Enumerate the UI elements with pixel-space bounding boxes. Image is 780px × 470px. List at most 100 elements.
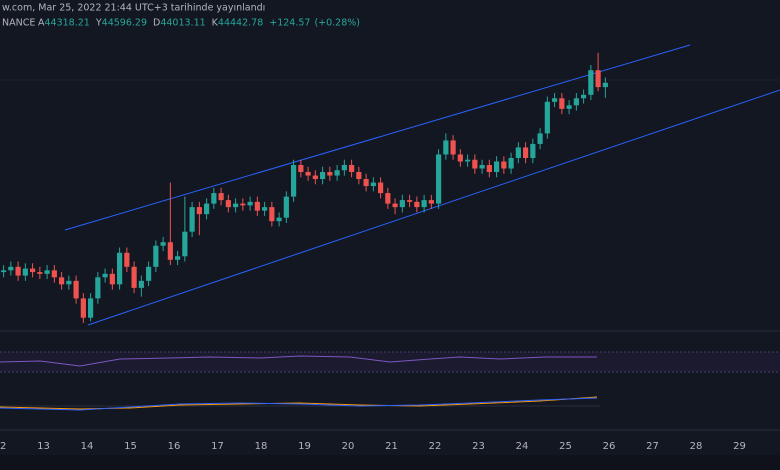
candle-body: [283, 196, 289, 218]
candle-body: [153, 245, 159, 267]
x-tick-label: 18: [255, 441, 268, 452]
candle-body: [515, 147, 521, 158]
candle-body: [73, 280, 79, 299]
candle-body: [124, 252, 130, 267]
candle-body: [508, 157, 514, 169]
candle-body: [537, 133, 543, 144]
ohlc-label: D: [153, 18, 160, 29]
candle-body: [472, 159, 478, 169]
candle-body: [486, 165, 492, 173]
exchange: NANCE: [2, 18, 35, 29]
candle-body: [573, 98, 579, 106]
rsi-line: [0, 355, 597, 367]
candle-body: [602, 82, 608, 88]
candle-body: [204, 203, 210, 215]
change-pct: (+0.28%): [314, 18, 360, 29]
candle-body: [80, 298, 86, 318]
candle-body: [138, 280, 144, 288]
candle-body: [262, 207, 268, 211]
candle-body: [182, 231, 188, 257]
candle-body: [1, 270, 7, 273]
candle-body: [8, 266, 14, 271]
ohlc-value: 44318.21: [45, 18, 90, 29]
candle-body: [392, 203, 398, 208]
footer: [0, 455, 780, 470]
candle-body: [189, 207, 195, 232]
x-tick-label: 29: [733, 441, 746, 452]
candle-body: [341, 165, 347, 171]
candle-body: [15, 266, 21, 276]
candle-body: [450, 140, 456, 155]
x-tick-label: 14: [81, 441, 94, 452]
candle-body: [559, 98, 565, 109]
candle-body: [334, 170, 340, 176]
candle-body: [254, 201, 260, 211]
candle-body: [22, 268, 28, 276]
candle-body: [66, 280, 72, 285]
candle-body: [407, 200, 413, 202]
ohlc-label: A: [38, 18, 45, 29]
x-tick-label: 23: [472, 441, 485, 452]
ohlc-value: 44013.11: [160, 18, 205, 29]
x-tick-label: 25: [559, 441, 572, 452]
candle-body: [421, 200, 427, 208]
candle-body: [414, 201, 420, 208]
candle-body: [131, 266, 137, 288]
candle-body: [552, 98, 558, 102]
candle-body: [588, 70, 594, 95]
candle-body: [95, 277, 101, 299]
ohlc-label: Y: [95, 18, 102, 29]
candle-body: [530, 143, 536, 158]
candle-body: [305, 172, 311, 176]
candle-body: [465, 159, 471, 162]
candle-body: [399, 200, 405, 208]
candle-body: [233, 203, 239, 208]
candle-body: [175, 256, 181, 260]
candle-body: [196, 207, 202, 215]
candle-body: [218, 193, 224, 201]
candle-body: [363, 179, 369, 187]
candle-body: [59, 277, 65, 285]
candle-body: [385, 193, 391, 204]
x-tick-label: 24: [516, 441, 529, 452]
x-tick-label: 19: [298, 441, 311, 452]
candle-body: [211, 193, 217, 204]
candle-body: [523, 147, 529, 158]
candle-body: [298, 165, 304, 173]
candle-body: [378, 182, 384, 194]
channel-lower: [87, 89, 780, 326]
x-tick-label: 22: [429, 441, 442, 452]
ohlc-label: K: [212, 18, 219, 29]
candle-body: [501, 161, 507, 169]
candle-body: [30, 268, 36, 273]
candle-body: [37, 272, 43, 274]
x-tick-label: 20: [342, 441, 355, 452]
candle-body: [117, 252, 123, 285]
candle-body: [320, 172, 326, 180]
candle-body: [109, 273, 115, 285]
x-tick-label: 12: [0, 441, 6, 452]
candle-body: [102, 273, 108, 278]
x-tick-label: 13: [37, 441, 50, 452]
candle-body: [167, 242, 173, 260]
candle-body: [370, 182, 376, 187]
candle-body: [595, 70, 601, 88]
channel-upper: [64, 44, 691, 231]
candle-body: [146, 266, 152, 281]
candle-body: [51, 270, 57, 278]
change: +124.57: [269, 18, 310, 29]
candle-body: [247, 201, 253, 206]
candle-body: [544, 101, 550, 134]
x-tick-label: 26: [603, 441, 616, 452]
candle-body: [269, 207, 275, 222]
candle-body: [291, 165, 297, 197]
ohlc-value: 44596.29: [102, 18, 147, 29]
macd-line: [0, 397, 598, 411]
candle-body: [276, 217, 282, 222]
candle-body: [356, 172, 362, 180]
candle-body: [581, 94, 587, 99]
candle-body: [240, 203, 246, 206]
candle-body: [428, 200, 434, 204]
